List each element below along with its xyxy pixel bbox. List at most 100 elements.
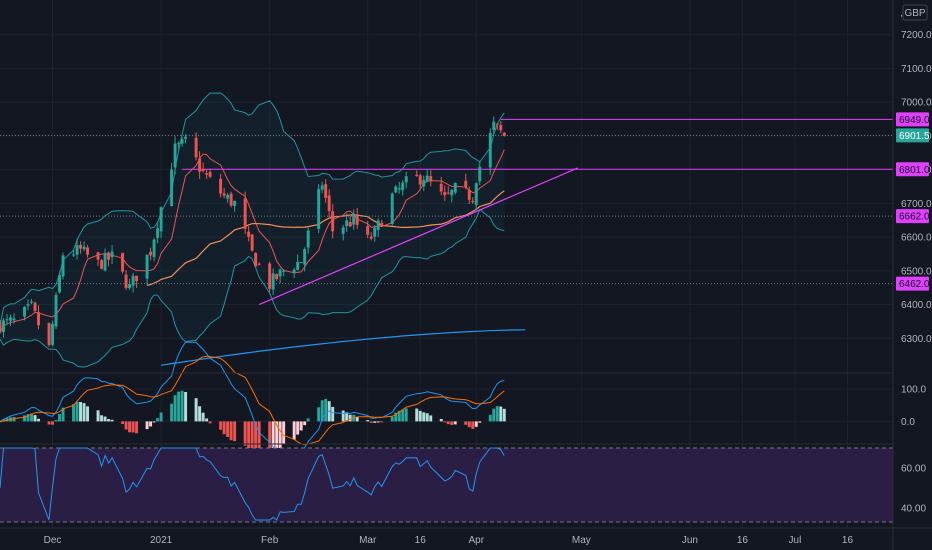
- candle-body[interactable]: [124, 274, 128, 289]
- candle-body[interactable]: [61, 255, 65, 277]
- macd-histogram-bar[interactable]: [61, 407, 65, 422]
- candle-body[interactable]: [86, 247, 90, 255]
- price-level-tag[interactable]: [896, 112, 929, 127]
- macd-histogram-bar[interactable]: [247, 421, 251, 450]
- candle-body[interactable]: [107, 252, 111, 260]
- candle-body[interactable]: [170, 169, 174, 207]
- candle-body[interactable]: [390, 193, 394, 225]
- candle-body[interactable]: [222, 193, 226, 196]
- macd-histogram-bar[interactable]: [380, 421, 384, 423]
- candle-body[interactable]: [348, 222, 352, 227]
- macd-histogram-bar[interactable]: [369, 421, 373, 423]
- candle-body[interactable]: [205, 173, 209, 175]
- candle-body[interactable]: [464, 180, 468, 188]
- candle-body[interactable]: [429, 176, 433, 182]
- candle-body[interactable]: [471, 200, 475, 203]
- macd-histogram-bar[interactable]: [429, 415, 433, 422]
- macd-histogram-bar[interactable]: [303, 421, 307, 426]
- candle-body[interactable]: [0, 322, 2, 333]
- candle-body[interactable]: [159, 207, 163, 232]
- rsi-line[interactable]: [0, 447, 505, 521]
- macd-histogram-bar[interactable]: [422, 412, 426, 422]
- macd-histogram-bar[interactable]: [278, 421, 282, 449]
- candle-body[interactable]: [268, 263, 272, 289]
- macd-histogram-bar[interactable]: [341, 410, 345, 422]
- candle-body[interactable]: [439, 183, 443, 192]
- candle-body[interactable]: [103, 253, 107, 271]
- macd-histogram-bar[interactable]: [404, 408, 408, 422]
- macd-histogram-bar[interactable]: [415, 408, 419, 422]
- candle-body[interactable]: [492, 121, 496, 131]
- macd-histogram-bar[interactable]: [180, 390, 184, 422]
- candle-body[interactable]: [299, 262, 303, 264]
- macd-histogram-bar[interactable]: [397, 410, 401, 422]
- macd-histogram-bar[interactable]: [474, 421, 478, 427]
- candle-body[interactable]: [418, 175, 422, 185]
- macd-histogram-bar[interactable]: [110, 419, 114, 422]
- candle-body[interactable]: [488, 132, 492, 168]
- macd-histogram-bar[interactable]: [96, 410, 100, 422]
- macd-histogram-bar[interactable]: [170, 403, 174, 422]
- candle-body[interactable]: [306, 230, 310, 248]
- macd-histogram-bar[interactable]: [198, 406, 202, 422]
- candle-body[interactable]: [194, 137, 198, 158]
- currency-label-group[interactable]: , GBP: [900, 4, 928, 21]
- candle-body[interactable]: [229, 193, 233, 206]
- macd-histogram-bar[interactable]: [75, 401, 79, 422]
- macd-histogram-bar[interactable]: [229, 421, 233, 441]
- price-level-tag[interactable]: [896, 209, 929, 224]
- macd-histogram-bar[interactable]: [275, 421, 279, 454]
- macd-histogram-bar[interactable]: [499, 406, 503, 422]
- macd-histogram-bar[interactable]: [299, 421, 303, 431]
- candle-body[interactable]: [495, 123, 499, 125]
- candle-body[interactable]: [278, 269, 282, 277]
- candle-body[interactable]: [401, 182, 405, 191]
- macd-histogram-bar[interactable]: [250, 421, 254, 453]
- ma-long-line[interactable]: [161, 329, 526, 366]
- macd-histogram-bar[interactable]: [268, 421, 272, 459]
- macd-line[interactable]: [0, 341, 505, 455]
- candle-body[interactable]: [121, 252, 125, 272]
- macd-histogram-bar[interactable]: [226, 421, 230, 438]
- candle-body[interactable]: [72, 254, 76, 256]
- candle-body[interactable]: [226, 195, 230, 199]
- candle-body[interactable]: [341, 227, 345, 234]
- candle-body[interactable]: [131, 275, 135, 286]
- candle-body[interactable]: [320, 185, 324, 190]
- macd-histogram-bar[interactable]: [184, 391, 188, 422]
- candle-body[interactable]: [58, 275, 62, 293]
- candle-body[interactable]: [243, 198, 247, 229]
- candle-body[interactable]: [54, 294, 58, 327]
- candle-body[interactable]: [499, 124, 503, 131]
- macd-histogram-bar[interactable]: [51, 421, 55, 425]
- macd-histogram-bar[interactable]: [219, 421, 223, 430]
- candle-body[interactable]: [184, 136, 188, 139]
- macd-histogram-bar[interactable]: [124, 421, 128, 430]
- macd-histogram-bar[interactable]: [149, 421, 153, 427]
- candle-body[interactable]: [467, 190, 471, 200]
- macd-histogram-bar[interactable]: [502, 408, 506, 422]
- candle-body[interactable]: [75, 245, 79, 255]
- candle-body[interactable]: [373, 227, 377, 237]
- candle-body[interactable]: [446, 192, 450, 194]
- candle-body[interactable]: [110, 251, 114, 258]
- candle-body[interactable]: [82, 246, 86, 250]
- candle-body[interactable]: [145, 254, 149, 279]
- candle-body[interactable]: [79, 244, 83, 249]
- candle-body[interactable]: [33, 302, 37, 311]
- candle-body[interactable]: [23, 306, 26, 317]
- macd-histogram-bar[interactable]: [306, 418, 310, 422]
- bollinger-upper-line[interactable]: [0, 92, 505, 326]
- candle-body[interactable]: [327, 195, 331, 212]
- macd-histogram-bar[interactable]: [173, 395, 177, 422]
- candle-body[interactable]: [366, 226, 370, 235]
- candle-body[interactable]: [128, 284, 132, 289]
- macd-histogram-bar[interactable]: [320, 400, 324, 422]
- macd-histogram-bar[interactable]: [159, 412, 163, 422]
- macd-histogram-bar[interactable]: [439, 418, 443, 422]
- candle-body[interactable]: [376, 220, 380, 230]
- macd-histogram-bar[interactable]: [446, 421, 450, 425]
- candle-body[interactable]: [380, 222, 384, 227]
- candle-body[interactable]: [331, 211, 335, 232]
- macd-histogram-bar[interactable]: [128, 421, 132, 433]
